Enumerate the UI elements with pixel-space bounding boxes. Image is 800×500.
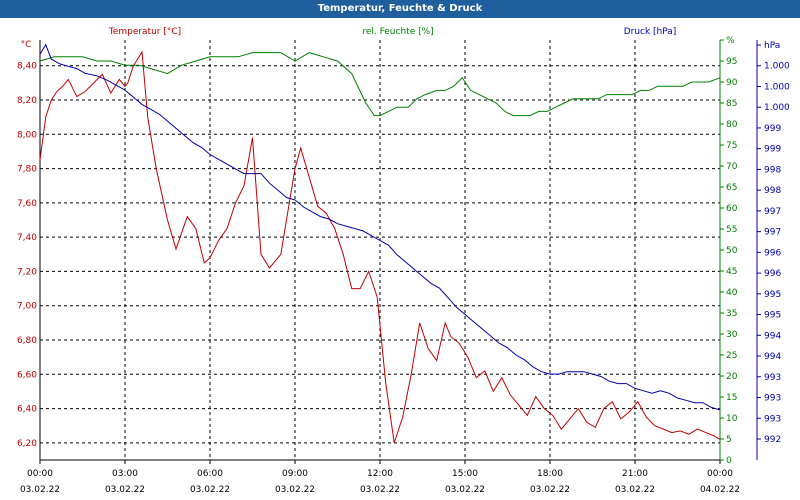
- temperature-axis: °C 6,20 6,40 6,60 6,80 7,00 7,20 7,40 7,60 7,80 8,…: [17, 40, 37, 449]
- time-tick-label: 12:00: [367, 469, 393, 479]
- pressure-series-line: [39, 43, 721, 411]
- humidity-tick-label: 40: [726, 288, 738, 298]
- time-tick-label: 21:00: [622, 469, 648, 479]
- pressure-tick-label: 999: [764, 145, 781, 155]
- humidity-tick-label: 60: [726, 204, 738, 214]
- pressure-tick-label: 1.000: [764, 82, 790, 92]
- humidity-tick-label: 45: [726, 267, 737, 277]
- pressure-tick-label: 992: [764, 435, 781, 445]
- humidity-tick-label: 10: [726, 414, 738, 424]
- pressure-tick-label: 995: [764, 311, 781, 321]
- temperature-tick-label: 8,00: [17, 130, 37, 140]
- humidity-tick-label: 85: [726, 99, 737, 109]
- pressure-tick-label: 995: [764, 290, 781, 300]
- humidity-tick-label: 80: [726, 120, 738, 130]
- pressure-tick-label: 1.000: [764, 103, 790, 113]
- legend-pressure: Druck [hPa]: [624, 27, 677, 37]
- temperature-tick-label: 7,40: [17, 233, 37, 243]
- humidity-tick-label: %: [726, 36, 735, 46]
- humidity-tick-label: 20: [726, 372, 738, 382]
- chart-canvas: °C 6,20 6,40 6,60 6,80 7,00 7,20 7,40 7,60 7,80 8,…: [17, 27, 790, 495]
- pressure-tick-label: 998: [764, 186, 781, 196]
- temperature-unit-label: °C: [21, 40, 32, 50]
- pressure-tick-label: 1.000: [764, 62, 790, 72]
- date-tick-label: 03.02.22: [445, 485, 485, 495]
- humidity-series-line: [39, 52, 721, 117]
- temperature-tick-label: 6,40: [17, 405, 37, 415]
- time-tick-label: 06:00: [197, 469, 223, 479]
- pressure-tick-label: 998: [764, 165, 781, 175]
- humidity-tick-label: 30: [726, 330, 738, 340]
- chart-grid: [40, 40, 720, 460]
- time-axis: 00:00 03.02.22 03:00 03.02.22 06:00 03.02.22 0…: [20, 460, 740, 495]
- pressure-tick-label: 996: [764, 248, 781, 258]
- pressure-tick-label: 993: [764, 394, 781, 404]
- humidity-tick-label: 75: [726, 141, 737, 151]
- humidity-axis: 0 5 10 15 20 25 30 35 40 45 50 55 60 65 70 75 80 85 90 95%: [720, 36, 738, 466]
- time-tick-label: 00:00: [707, 469, 733, 479]
- temperature-tick-label: 7,20: [17, 267, 37, 277]
- window-title: Temperatur, Feuchte & Druck: [0, 0, 800, 18]
- date-tick-label: 03.02.22: [105, 485, 145, 495]
- date-tick-label: 03.02.22: [530, 485, 570, 495]
- humidity-tick-label: 15: [726, 393, 737, 403]
- date-tick-label: 03.02.22: [360, 485, 400, 495]
- pressure-tick-label: 994: [764, 331, 781, 341]
- pressure-tick-label: 997: [764, 207, 781, 217]
- humidity-tick-label: 70: [726, 162, 738, 172]
- legend-humidity: rel. Feuchte [%]: [362, 27, 433, 37]
- humidity-tick-label: 5: [726, 435, 732, 445]
- pressure-axis: 992 993 993 993 994 994 995 995 996 996 997 997 998 9…: [757, 41, 790, 445]
- date-tick-label: 04.02.22: [700, 485, 740, 495]
- time-tick-label: 09:00: [282, 469, 308, 479]
- time-tick-label: 15:00: [452, 469, 478, 479]
- temperature-tick-label: 7,60: [17, 199, 37, 209]
- humidity-tick-label: 0: [726, 456, 732, 466]
- pressure-tick-label: 997: [764, 228, 781, 238]
- humidity-tick-label: 35: [726, 309, 737, 319]
- humidity-tick-label: 95: [726, 57, 737, 67]
- date-tick-label: 03.02.22: [615, 485, 655, 495]
- date-tick-label: 03.02.22: [20, 485, 60, 495]
- plot-frame: [39, 40, 758, 461]
- series-layer: [39, 43, 721, 444]
- pressure-tick-label: 993: [764, 373, 781, 383]
- temperature-tick-label: 8,20: [17, 96, 37, 106]
- temperature-tick-label: 7,00: [17, 302, 37, 312]
- time-tick-label: 18:00: [537, 469, 563, 479]
- temperature-tick-label: 6,60: [17, 370, 37, 380]
- humidity-tick-label: 55: [726, 225, 737, 235]
- pressure-tick-label: 994: [764, 352, 781, 362]
- date-tick-label: 03.02.22: [190, 485, 230, 495]
- humidity-tick-label: 50: [726, 246, 738, 256]
- humidity-tick-label: 90: [726, 78, 738, 88]
- humidity-tick-label: 65: [726, 183, 737, 193]
- legend-temperature: Temperatur [°C]: [108, 27, 181, 37]
- temperature-tick-label: 7,80: [17, 165, 37, 175]
- temperature-tick-label: 6,80: [17, 336, 37, 346]
- date-tick-label: 03.02.22: [275, 485, 315, 495]
- pressure-tick-label: 996: [764, 269, 781, 279]
- temperature-tick-label: 6,20: [17, 439, 37, 449]
- time-tick-label: 03:00: [112, 469, 138, 479]
- temperature-tick-label: 8,40: [17, 62, 37, 72]
- humidity-tick-label: 25: [726, 351, 737, 361]
- pressure-tick-label: hPa: [764, 41, 780, 51]
- pressure-tick-label: 993: [764, 414, 781, 424]
- time-tick-label: 00:00: [27, 469, 53, 479]
- pressure-tick-label: 999: [764, 124, 781, 134]
